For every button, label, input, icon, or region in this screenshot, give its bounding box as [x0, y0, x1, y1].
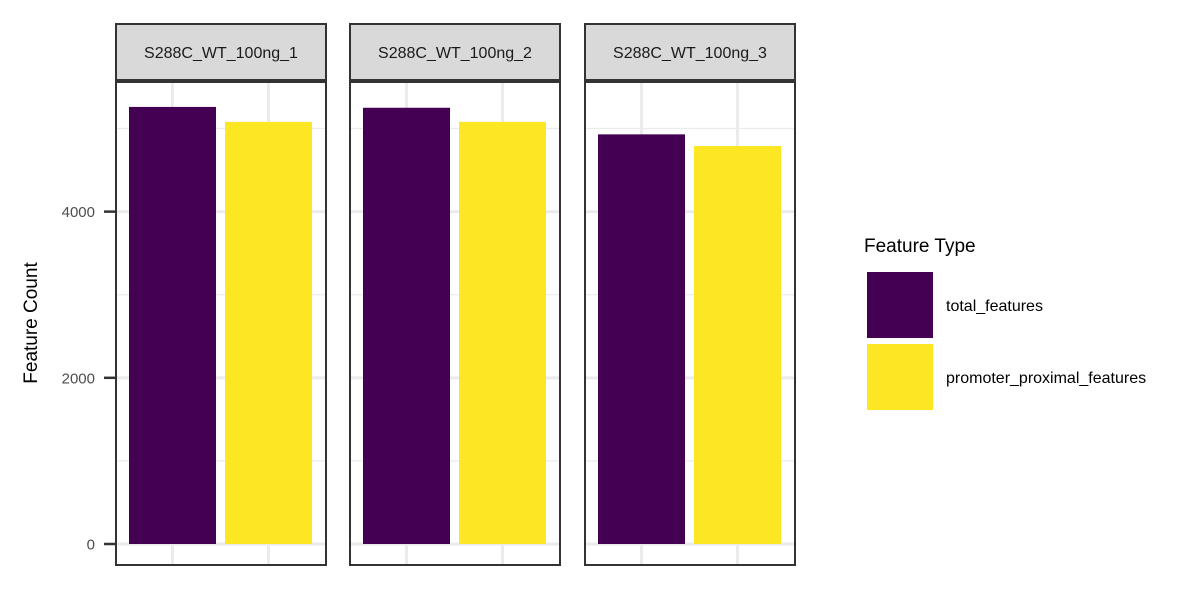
bar-promoter-proximal-features: [225, 121, 312, 545]
bar-promoter-proximal-features: [459, 121, 546, 545]
facet-label: S288C_WT_100ng_3: [613, 45, 767, 62]
y-axis: 0 2000 4000: [62, 204, 116, 554]
panel-border: [349, 81, 561, 566]
facet-strip: [115, 23, 327, 81]
bar-total-features: [363, 107, 450, 544]
legend: Feature Type total_features promoter_prox…: [864, 236, 1146, 410]
bar-total-features: [129, 106, 216, 545]
facet-label: S288C_WT_100ng_1: [144, 45, 298, 62]
facet-panel: S288C_WT_100ng_1: [115, 23, 327, 566]
panel-border: [584, 81, 796, 566]
facet-panel: S288C_WT_100ng_2: [349, 23, 561, 566]
legend-key-promoter-proximal-features: [867, 344, 933, 410]
bar-promoter-proximal-features: [694, 145, 781, 545]
panel-border: [115, 81, 327, 566]
legend-label: total_features: [946, 298, 1043, 315]
facet-strip: [349, 23, 561, 81]
facet-strip: [584, 23, 796, 81]
y-tick-label: 4000: [62, 204, 95, 221]
legend-key-total-features: [867, 272, 933, 338]
facet-panel: S288C_WT_100ng_3: [584, 23, 796, 566]
panels-layer: S288C_WT_100ng_1 S288C_WT_100ng_2 S288C_WT…: [115, 23, 796, 566]
y-axis-title: Feature Count: [21, 262, 42, 384]
y-tick-label: 0: [87, 537, 95, 554]
legend-title: Feature Type: [864, 236, 976, 257]
facet-label: S288C_WT_100ng_2: [378, 45, 532, 62]
legend-label: promoter_proximal_features: [946, 370, 1146, 387]
y-tick-label: 2000: [62, 370, 95, 387]
bar-total-features: [598, 134, 685, 544]
